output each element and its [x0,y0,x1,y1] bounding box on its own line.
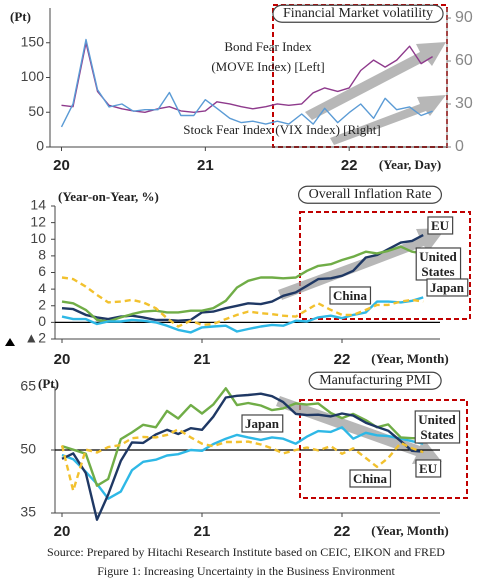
x-axis-label: (Year, Month) [371,351,449,366]
y-tick-label: 4 [38,280,46,296]
series-label-line: States [421,264,454,279]
y-tick-label: 0 [38,313,46,329]
x-tick-label: 21 [194,523,211,540]
series-label-box [426,278,469,297]
chart-title: Manufacturing PMI [319,373,431,388]
highlight-boxes [272,4,471,499]
y-axis-label: (Year-on-Year, %) [58,189,159,204]
series-label: EU [419,461,438,476]
series-line [61,276,424,328]
y-tick-label: 14 [30,197,46,213]
series-label-box [349,469,392,488]
y-axis-label: (Pt) [38,376,59,391]
y2-tick-label: 90 [455,9,473,26]
source: Source: Prepared by Hitachi Research Ins… [47,545,445,559]
series-label: United States [419,249,457,279]
chart-title: Overall Inflation Rate [309,187,432,202]
series-label-box [329,286,372,305]
highlight-box [299,211,471,320]
y-tick-label: 12 [30,213,46,229]
y-tick-label: 150 [21,33,45,49]
chart-title-box [308,371,442,390]
series-line [60,38,433,128]
y-tick-label: 2 [38,296,46,312]
y-axis-label: (Pt) [10,9,31,24]
series-label: Japan [245,416,280,431]
series-line [61,42,433,113]
x-tick-label: 21 [194,351,211,368]
series-line [61,392,424,521]
y-tick-label: 50 [20,441,36,457]
series-line [61,426,424,500]
x-tick-label: 20 [54,523,71,540]
series-label-line: States [420,427,453,442]
y2-tick-label: 60 [455,52,473,69]
chart-title-box [272,4,444,23]
series-line [61,245,424,323]
negative-marker [5,338,15,346]
series-label-box [415,247,462,281]
series-label: Japan [430,280,465,295]
x-axis-label: (Year, Month) [371,523,449,538]
series-label-box [414,410,461,444]
trend-arrow [305,42,446,120]
series-label: EU [431,218,450,233]
series-label-box [415,459,442,478]
y-tick-label: ▲2 [24,330,46,346]
chart-title: Financial Market volatility [283,6,433,21]
x-tick-label: 22 [341,157,358,174]
trend-arrow [330,95,446,145]
y-tick-label: 50 [28,103,44,119]
series-label: United States [418,412,456,442]
x-tick-label: 21 [197,157,214,174]
y-tick-label: 0 [36,138,44,154]
y-tick-label: 35 [20,504,36,520]
caption: Figure 1: Increasing Uncertainty in the … [97,564,395,578]
y-tick-label: 8 [38,247,46,263]
y2-tick-label: 30 [455,95,473,112]
highlight-box [299,399,468,499]
x-tick-label: 22 [334,523,351,540]
y-tick-label: 100 [21,68,45,84]
trend-arrow [278,228,446,300]
y2-tick-label: 0 [455,138,464,155]
series-label: China [353,471,387,486]
x-tick-label: 22 [334,351,351,368]
y-tick-label: 65 [20,378,36,394]
x-axis-label: (Year, Day) [379,157,441,172]
series-label: Bond Fear Index [224,39,312,54]
series-line [61,296,424,334]
trend-arrow [276,396,442,464]
series-label: Stock Fear Index (VIX Index) [Right] [183,122,380,137]
series-label: China [333,288,367,303]
y-tick-label: 6 [38,263,46,279]
series-note: (MOVE Index) [Left] [211,59,324,74]
series-label-line: United [419,249,457,264]
series-label-box [241,414,284,433]
y-tick-label: 10 [30,230,46,246]
x-tick-label: 20 [54,351,71,368]
series-line [61,387,424,487]
x-tick-label: 20 [53,157,70,174]
series-label-line: United [418,412,456,427]
series-label-box [427,216,454,235]
chart-title-box [297,185,443,204]
